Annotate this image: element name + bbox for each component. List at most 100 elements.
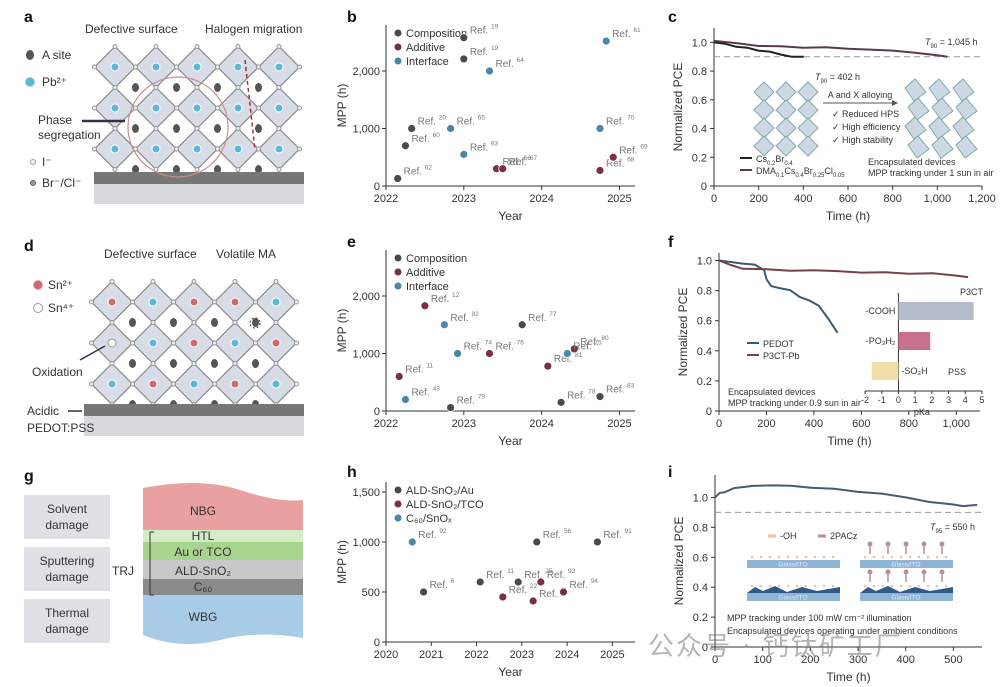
data-point [419, 587, 428, 597]
note-text: Encapsulated devices [868, 157, 956, 167]
halide-ion [171, 340, 176, 346]
data-point [485, 349, 494, 358]
panel-label-b: b [347, 9, 357, 26]
data-point [513, 577, 523, 587]
inset-x-tick-label: 2 [929, 395, 934, 405]
halide-ion [212, 299, 217, 305]
pacz-head [921, 541, 927, 547]
a-site-icon [26, 50, 34, 60]
ref-label: Ref. 83 [606, 383, 635, 396]
halide-ion [235, 85, 241, 90]
b-site-ion [107, 338, 117, 348]
oh-group [795, 584, 799, 588]
a-site-cation [255, 165, 262, 174]
ref-number: 94 [591, 578, 599, 585]
data-point [536, 577, 546, 587]
ref-label: Ref. 20 [418, 115, 447, 128]
x-tick-label: 500 [944, 654, 962, 666]
b-site-ion [148, 297, 158, 307]
data-point [498, 164, 508, 174]
b-site-ion [148, 379, 158, 389]
halide-ion [191, 361, 197, 366]
ref-number: 82 [471, 311, 479, 318]
legend-sn4: Sn⁴⁺ [48, 301, 74, 315]
panel-a: a Defective surface Halogen migration Ph… [0, 0, 335, 215]
b-site-ion [233, 103, 243, 113]
a-site-cation [255, 124, 262, 133]
inset-bar [898, 332, 931, 350]
migration-path [244, 59, 256, 151]
halide-ion [150, 361, 156, 366]
ref-number: 68 [627, 156, 635, 163]
layer-htl [143, 530, 303, 542]
oh-group [759, 584, 763, 588]
ref-label: Ref. 60 [411, 132, 440, 145]
formula-part: 0.2 [767, 161, 776, 167]
damage-label: Sputtering [40, 554, 95, 568]
pacz-head [921, 569, 927, 575]
legend-a: A site Pb²⁺ I⁻ Br⁻/Cl⁻ [25, 48, 81, 190]
ref-number: 74 [485, 340, 493, 347]
sn4-icon [33, 303, 43, 313]
x-tick-label: 400 [897, 654, 915, 666]
y-axis-label: MPP (h) [335, 540, 349, 584]
y-tick-label: 0.6 [692, 95, 707, 107]
watermark: 公众号 · 钙钛矿工厂 [648, 632, 903, 662]
damage-label: Thermal [45, 606, 89, 620]
halide-ion [153, 44, 159, 49]
iodide-icon [30, 159, 36, 165]
halide-ion [276, 167, 282, 172]
data-point [459, 33, 469, 43]
ref-label: Ref. 70 [606, 115, 635, 128]
panel-label-g: g [24, 468, 34, 485]
halide-ion [256, 64, 261, 70]
glass-ito-substrate [860, 560, 953, 568]
legend-label-1: DMA0.1Cs0.4Br0.25Cl0.05 [756, 166, 845, 179]
halide-ion [276, 85, 282, 90]
ref-number: 20 [439, 115, 447, 122]
legend-label: C₆₀/SnOₓ [406, 513, 452, 525]
b-site-ion [110, 103, 120, 113]
oh-group [890, 584, 894, 588]
ref-number: 61 [633, 27, 641, 34]
legend-marker [394, 29, 402, 37]
ref-label: Ref. 43 [411, 386, 440, 399]
halide-ion [273, 320, 279, 325]
substrate-label: Glass/ITO [778, 595, 807, 602]
oh-group [926, 555, 930, 559]
halide-ion [253, 299, 258, 305]
panel-c: c 0 200 400 600 800 1,000 1,200 0 0.2 0.4 0.6 0.8 1.0… [660, 0, 1000, 225]
t95-sub: 95 [936, 529, 943, 535]
panel-label-f: f [668, 234, 674, 251]
x-axis-label: Time (h) [827, 434, 871, 448]
halide-ion [253, 340, 258, 346]
oh-group [822, 584, 826, 588]
halide-ion [232, 320, 238, 325]
halide-ion [112, 126, 118, 131]
x-tick-label: 200 [757, 418, 775, 430]
b-site-ion [192, 144, 202, 154]
ref-number: 83 [627, 383, 635, 390]
y-tick-label: 0.6 [693, 552, 708, 564]
pedot-layer [84, 404, 304, 416]
halide-ion [256, 105, 261, 111]
substrate-label: Glass/ITO [891, 595, 920, 602]
x-tick-label: 1,200 [968, 193, 996, 205]
oh-group [750, 555, 754, 559]
t90-sub: 90 [931, 44, 938, 50]
ref-label: Ref. 67 [509, 155, 538, 168]
inset-x-tick-label: -2 [861, 395, 869, 405]
b-site-ion [233, 62, 243, 72]
halide-ion [215, 146, 220, 152]
b-site-ion [230, 379, 240, 389]
x-tick-label: 2022 [374, 193, 398, 205]
y-axis-label: Normalized PCE [676, 288, 690, 377]
octahedron [931, 97, 954, 121]
legend-d: Sn²⁺ Sn⁴⁺ [33, 278, 74, 315]
formula-part: 0.25 [813, 173, 825, 179]
pacz-head [903, 569, 909, 575]
halide-ion [212, 381, 217, 387]
oh-group [908, 555, 912, 559]
x-tick-label: 2022 [464, 649, 488, 661]
octahedron [753, 135, 775, 157]
